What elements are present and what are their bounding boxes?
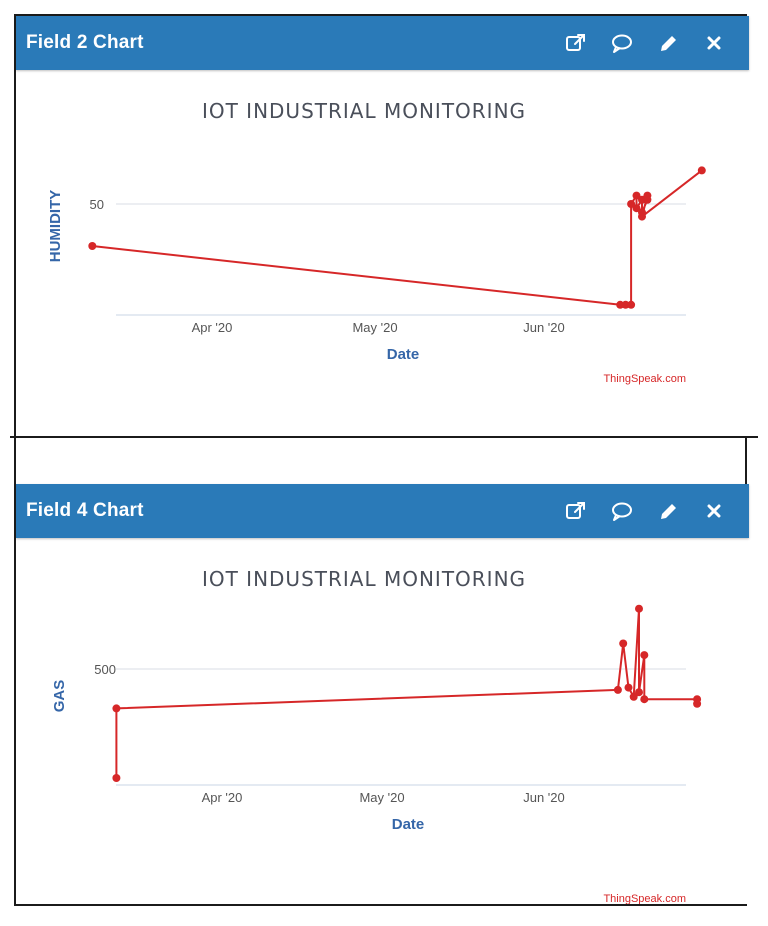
data-point[interactable] bbox=[621, 300, 630, 309]
data-point[interactable] bbox=[640, 651, 649, 660]
data-point[interactable] bbox=[638, 212, 646, 221]
gas-chart: IOT INDUSTRIAL MONITORING 500 GAS Apr '2… bbox=[51, 567, 702, 904]
close-icon[interactable] bbox=[691, 23, 737, 63]
panel-title: Field 2 Chart bbox=[26, 32, 144, 53]
x-tick-label: Apr '20 bbox=[192, 320, 233, 335]
data-point[interactable] bbox=[693, 699, 702, 708]
data-point[interactable] bbox=[697, 166, 706, 175]
panel-toolbar bbox=[553, 491, 737, 531]
data-point[interactable] bbox=[619, 639, 628, 648]
panel-toolbar bbox=[553, 23, 737, 63]
humidity-chart: IOT INDUSTRIAL MONITORING 50 HUMIDITY Ap… bbox=[47, 99, 706, 385]
screenshot-frame bbox=[14, 14, 747, 906]
x-tick-label: Jun '20 bbox=[523, 320, 565, 335]
y-axis-title: GAS bbox=[51, 680, 68, 713]
external-link-icon[interactable] bbox=[553, 23, 599, 63]
x-tick-label: Apr '20 bbox=[202, 790, 243, 805]
chart-title: IOT INDUSTRIAL MONITORING bbox=[202, 99, 526, 123]
comment-icon[interactable] bbox=[599, 23, 645, 63]
divider-line bbox=[10, 436, 758, 438]
panel-title: Field 4 Chart bbox=[26, 500, 144, 521]
data-point[interactable] bbox=[624, 683, 633, 692]
pencil-icon[interactable] bbox=[645, 491, 691, 531]
chart-area: IOT INDUSTRIAL MONITORING 50 HUMIDITY Ap… bbox=[16, 70, 749, 436]
comment-icon[interactable] bbox=[599, 491, 645, 531]
x-tick-label: May '20 bbox=[359, 790, 404, 805]
series-line bbox=[115, 607, 699, 778]
panel-header: Field 2 Chart bbox=[16, 16, 749, 70]
panel-header: Field 4 Chart bbox=[16, 484, 749, 538]
data-point[interactable] bbox=[627, 300, 636, 309]
data-point[interactable] bbox=[629, 692, 638, 701]
data-point[interactable] bbox=[640, 695, 649, 704]
x-axis-title: Date bbox=[392, 816, 425, 833]
x-tick-label: Jun '20 bbox=[523, 790, 565, 805]
data-point[interactable] bbox=[635, 604, 643, 613]
thingspeak-credit[interactable]: ThingSpeak.com bbox=[603, 373, 686, 385]
field-2-chart-panel: Field 2 Chart IOT INDUSTRIAL MONITORING … bbox=[16, 16, 749, 436]
series-layer bbox=[112, 604, 702, 782]
data-point[interactable] bbox=[632, 204, 641, 213]
data-point[interactable] bbox=[643, 191, 652, 200]
series-line bbox=[92, 169, 703, 306]
data-point[interactable] bbox=[88, 242, 97, 250]
chart-area: IOT INDUSTRIAL MONITORING 500 GAS Apr '2… bbox=[16, 538, 749, 904]
y-tick-label: 500 bbox=[94, 662, 116, 677]
data-point[interactable] bbox=[613, 685, 622, 694]
x-axis-title: Date bbox=[387, 346, 420, 363]
data-point[interactable] bbox=[112, 774, 121, 782]
external-link-icon[interactable] bbox=[553, 491, 599, 531]
series-layer bbox=[88, 166, 706, 309]
data-point[interactable] bbox=[627, 200, 636, 208]
close-icon[interactable] bbox=[691, 491, 737, 531]
pencil-icon[interactable] bbox=[645, 23, 691, 63]
y-axis-title: HUMIDITY bbox=[47, 190, 64, 263]
field-4-chart-panel: Field 4 Chart IOT INDUSTRIAL MONITORING … bbox=[16, 484, 749, 904]
y-tick-label: 50 bbox=[90, 197, 104, 212]
chart-title: IOT INDUSTRIAL MONITORING bbox=[202, 567, 526, 591]
data-point[interactable] bbox=[635, 688, 643, 697]
thingspeak-credit[interactable]: ThingSpeak.com bbox=[603, 893, 686, 904]
data-point[interactable] bbox=[632, 191, 641, 200]
x-tick-label: May '20 bbox=[352, 320, 397, 335]
data-point[interactable] bbox=[112, 704, 121, 713]
